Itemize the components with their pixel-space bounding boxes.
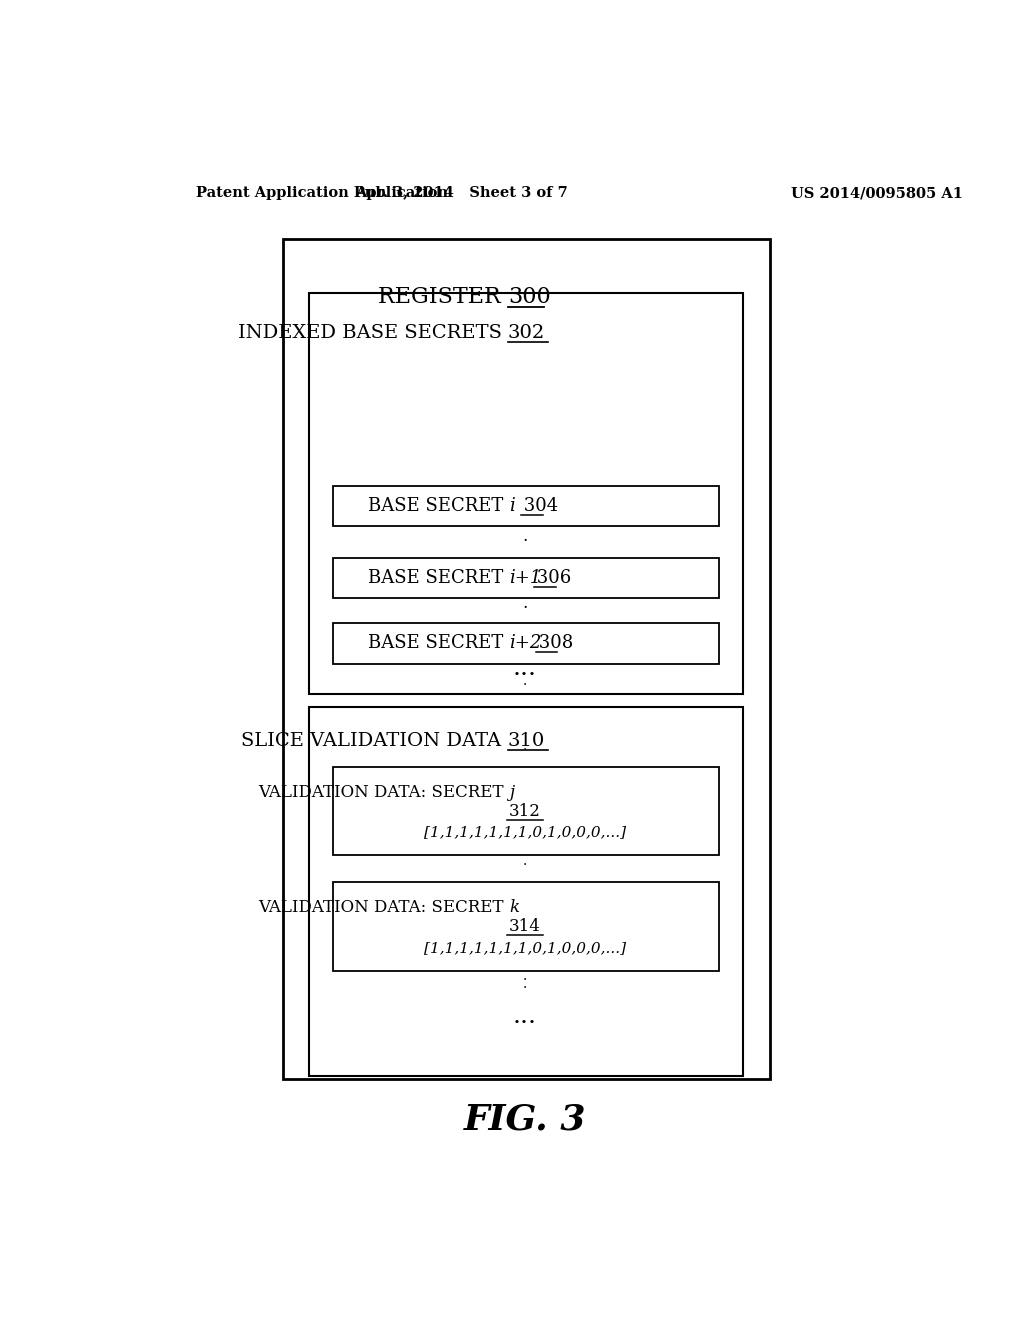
Text: 306: 306	[531, 569, 571, 587]
Text: [1,1,1,1,1,1,1,0,1,0,0,0,...]: [1,1,1,1,1,1,1,0,1,0,0,0,...]	[424, 941, 626, 954]
Text: .: .	[522, 977, 527, 991]
Text: [1,1,1,1,1,1,1,0,1,0,0,0,...]: [1,1,1,1,1,1,1,0,1,0,0,0,...]	[424, 825, 626, 840]
Text: 310: 310	[508, 733, 545, 750]
Bar	[334, 487, 719, 527]
Text: 308: 308	[532, 635, 572, 652]
Bar	[308, 706, 743, 1076]
Text: US 2014/0095805 A1: US 2014/0095805 A1	[791, 186, 963, 201]
Bar	[334, 767, 719, 855]
Text: .: .	[522, 675, 527, 688]
Text: ...: ...	[513, 656, 537, 680]
Text: Patent Application Publication: Patent Application Publication	[197, 186, 449, 201]
Text: Apr. 3, 2014   Sheet 3 of 7: Apr. 3, 2014 Sheet 3 of 7	[355, 186, 567, 201]
Text: .: .	[522, 739, 527, 752]
Text: 304: 304	[518, 498, 558, 515]
Text: j: j	[509, 784, 514, 801]
Text: .: .	[522, 528, 527, 545]
Text: SLICE VALIDATION DATA: SLICE VALIDATION DATA	[242, 733, 508, 750]
Text: 300: 300	[508, 286, 551, 308]
Text: INDEXED BASE SECRETS: INDEXED BASE SECRETS	[238, 325, 508, 342]
Text: ...: ...	[513, 1006, 537, 1028]
Text: FIG. 3: FIG. 3	[464, 1102, 586, 1137]
Text: i: i	[509, 498, 515, 515]
Text: VALIDATION DATA: SECRET: VALIDATION DATA: SECRET	[258, 784, 509, 801]
Text: .: .	[522, 969, 527, 983]
Text: k: k	[509, 899, 519, 916]
Text: i+1: i+1	[509, 569, 542, 587]
Text: i+2: i+2	[509, 635, 542, 652]
Text: 312: 312	[509, 803, 541, 820]
Text: BASE SECRET: BASE SECRET	[369, 635, 509, 652]
Text: .: .	[522, 854, 527, 867]
Bar	[283, 239, 770, 1078]
Text: VALIDATION DATA: SECRET: VALIDATION DATA: SECRET	[258, 899, 509, 916]
Bar	[334, 623, 719, 664]
Text: REGISTER: REGISTER	[378, 286, 508, 308]
Bar	[308, 293, 743, 693]
Bar	[334, 558, 719, 598]
Text: BASE SECRET: BASE SECRET	[369, 498, 509, 515]
Text: .: .	[522, 595, 527, 612]
Text: 302: 302	[508, 325, 545, 342]
Bar	[334, 882, 719, 970]
Text: BASE SECRET: BASE SECRET	[369, 569, 509, 587]
Text: 314: 314	[509, 919, 541, 936]
